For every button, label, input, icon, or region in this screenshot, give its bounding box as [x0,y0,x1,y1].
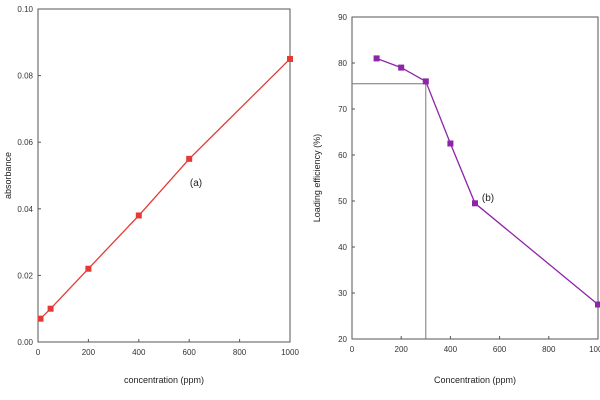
chart-b-data-point [472,200,478,207]
chart-a-data-point [287,55,293,62]
chart-a-x-tick-label: 600 [183,348,197,357]
chart-a-y-tick-label: 0.00 [17,338,33,347]
chart-a-plot-frame [37,8,291,343]
chart-b-plot-frame [351,16,599,340]
chart-b-y-tick-label: 30 [338,289,347,298]
chart-a-panel-label: (a) [190,178,202,189]
chart-a-data-point [186,155,193,162]
chart-a-data-point [85,265,92,272]
chart-a-y-tick-label: 0.02 [17,271,33,280]
chart-b-x-tick-label: 200 [395,345,409,354]
chart-a-data-point [47,305,54,312]
chart-a-y-tick-label: 0.04 [17,205,33,214]
chart-a-y-axis-title: absorbance [3,152,13,199]
chart-a-x-tick-label: 400 [132,348,146,357]
chart-a-x-tick-label: 1000 [281,348,299,357]
chart-b-y-tick-label: 50 [338,197,347,206]
chart-a-y-tick-label: 0.06 [17,138,33,147]
chart-a-y-tick-label: 0.10 [17,5,33,14]
chart-b-x-axis-title: Concentration (ppm) [434,375,516,385]
chart-b-y-tick-label: 40 [338,243,347,252]
chart-b-y-tick-label: 20 [338,335,347,344]
chart-b-y-tick-label: 90 [338,13,347,22]
chart-b-data-point [447,140,454,147]
chart-b-x-tick-label: 400 [444,345,458,354]
chart-b-x-tick-label: 1000 [589,345,600,354]
chart-b-y-tick-label: 60 [338,151,347,160]
chart-a-x-tick-label: 800 [233,348,247,357]
chart-a-data-point [37,315,44,322]
chart-a-x-axis-title: concentration (ppm) [124,375,204,385]
chart-b-y-tick-label: 70 [338,105,347,114]
chart-b-y-tick-label: 80 [338,59,347,68]
chart-b-data-point [373,55,380,62]
chart-b-data-point [398,64,405,71]
chart-b-panel-label: (b) [482,193,494,204]
chart-b-y-axis-title: Loading efficiency (%) [312,134,322,222]
chart-b-x-tick-label: 0 [350,345,355,354]
chart-a-series-line [40,58,291,320]
chart-b-data-point [422,78,429,85]
chart-a-x-tick-label: 200 [82,348,96,357]
chart-b-series-line [376,57,599,306]
chart-a-y-tick-label: 0.08 [17,72,33,81]
chart-a-data-point [135,212,142,219]
chart-b-x-tick-label: 800 [542,345,556,354]
chart-a-x-tick-label: 0 [36,348,41,357]
chart-b-data-point [595,301,600,308]
chart-b-x-tick-label: 600 [493,345,507,354]
